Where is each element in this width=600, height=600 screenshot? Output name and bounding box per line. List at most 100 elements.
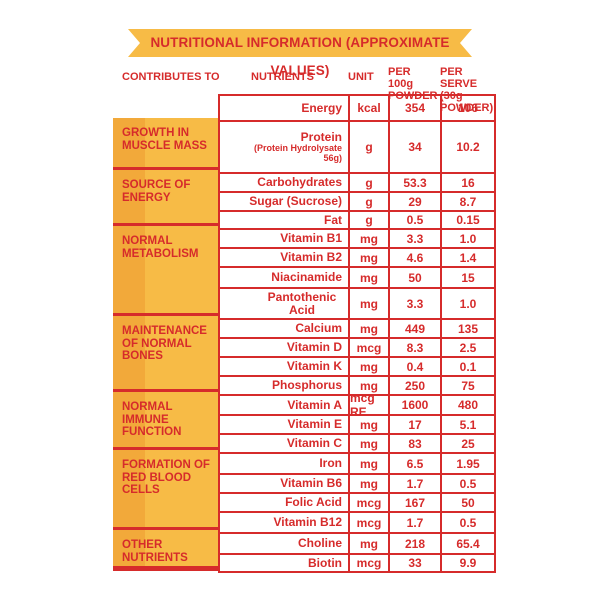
per100-cell: 167 xyxy=(404,495,426,510)
nutrient-label: Vitamin D xyxy=(286,340,342,355)
perserve-cell: 1.0 xyxy=(459,296,477,311)
per100-cell: 1.7 xyxy=(406,476,424,491)
category-shade xyxy=(113,392,145,447)
perserve-cell: 10.2 xyxy=(456,140,480,154)
nutrient-label: Pantothenic Acid xyxy=(267,290,337,317)
nutrient-name: Niacinamide xyxy=(220,268,348,287)
row-divider xyxy=(220,433,494,435)
nutrient-name: Vitamin B1 xyxy=(220,230,348,247)
header-perserve: PER SERVE (30g POWDER) xyxy=(440,66,494,114)
per100-cell: 33 xyxy=(408,556,422,570)
nutrient-label: Fat xyxy=(324,212,342,227)
perserve-cell: 15 xyxy=(461,270,475,285)
category-shade xyxy=(113,226,145,313)
perserve-cell: 0.5 xyxy=(459,515,477,530)
per100-cell: 354 xyxy=(404,101,426,115)
unit-cell: mcg xyxy=(356,340,382,355)
unit-cell: mcg RE xyxy=(350,391,375,419)
nutrient-label: Energy xyxy=(301,100,342,115)
nutrient-name: Choline xyxy=(220,534,348,553)
nutrient-label: Iron xyxy=(319,456,342,471)
perserve-cell: 0.5 xyxy=(459,476,477,491)
nutrient-name: Fat xyxy=(220,212,348,228)
per100-cell: 3.3 xyxy=(406,231,424,246)
row-divider xyxy=(220,120,494,122)
unit-cell: mcg xyxy=(356,495,382,510)
category-shade xyxy=(113,170,145,223)
category-label: NORMAL METABOLISM xyxy=(122,235,199,260)
nutrient-name: Vitamin D xyxy=(220,339,348,356)
category-block: GROWTH IN MUSCLE MASS xyxy=(113,118,218,172)
category-underline xyxy=(113,389,218,394)
nutrient-label: Niacinamide xyxy=(271,270,342,285)
per100-cell: 1.7 xyxy=(406,515,424,530)
unit-cell: mg xyxy=(360,476,378,491)
row-divider xyxy=(220,210,494,212)
nutrient-name: Calcium xyxy=(220,320,348,337)
category-label: FORMATION OF RED BLOOD CELLS xyxy=(122,459,210,496)
category-underline xyxy=(113,527,218,532)
header-unit: UNIT xyxy=(348,71,374,83)
category-label: GROWTH IN MUSCLE MASS xyxy=(122,127,207,152)
perserve-cell: 5.1 xyxy=(459,417,477,432)
nutrient-name: Vitamin K xyxy=(220,358,348,375)
nutrition-table: Energy kcal 354 106 Protein (Protein Hydrolys… xyxy=(218,94,496,573)
category-shade xyxy=(113,118,145,167)
category-block: NORMAL METABOLISM xyxy=(113,226,218,318)
unit-cell: mcg xyxy=(356,556,382,570)
row-divider xyxy=(220,356,494,358)
unit-cell: mg xyxy=(360,321,378,336)
nutrient-name: Vitamin B12 xyxy=(220,513,348,532)
perserve-cell: 135 xyxy=(457,321,479,336)
nutrient-name: Carbohydrates xyxy=(220,174,348,191)
unit-cell: g xyxy=(365,194,373,209)
row-divider xyxy=(220,492,494,494)
perserve-cell: 25 xyxy=(461,436,475,451)
column-divider xyxy=(388,96,390,571)
category-label: SOURCE OF ENERGY xyxy=(122,179,191,204)
nutrient-name: Sugar (Sucrose) xyxy=(220,193,348,210)
per100-cell: 218 xyxy=(404,536,426,551)
unit-cell: mg xyxy=(360,417,378,432)
perserve-cell: 50 xyxy=(461,495,475,510)
unit-cell: g xyxy=(365,175,373,190)
nutrient-name: Vitamin B6 xyxy=(220,475,348,492)
unit-cell: mg xyxy=(360,436,378,451)
per100-cell: 250 xyxy=(404,378,426,393)
category-underline xyxy=(113,313,218,318)
column-divider xyxy=(348,96,350,571)
row-divider xyxy=(220,511,494,513)
unit-cell: mg xyxy=(360,296,378,311)
row-divider xyxy=(220,337,494,339)
nutrient-name: Iron xyxy=(220,454,348,473)
nutrient-name: Phosphorus xyxy=(220,377,348,394)
perserve-cell: 1.95 xyxy=(456,456,480,471)
per100-cell: 29 xyxy=(408,194,422,209)
nutrient-label: Vitamin B2 xyxy=(280,250,342,265)
page-title: NUTRITIONAL INFORMATION (APPROXIMATE VAL… xyxy=(150,35,450,78)
row-divider xyxy=(220,318,494,320)
nutrient-name: Vitamin B2 xyxy=(220,249,348,266)
perserve-cell: 0.1 xyxy=(459,359,477,374)
unit-cell: mg xyxy=(360,456,378,471)
nutrient-name: Pantothenic Acid xyxy=(220,289,348,318)
nutrient-sublabel: (Protein Hydrolysate 56g) xyxy=(253,143,342,164)
per100-cell: 449 xyxy=(404,321,426,336)
per100-cell: 0.5 xyxy=(406,213,424,227)
banner-ribbon-shape xyxy=(128,29,472,57)
category-underline xyxy=(113,223,218,228)
nutrient-name: Folic Acid xyxy=(220,494,348,511)
category-underline xyxy=(113,447,218,452)
nutrient-name: Vitamin A xyxy=(220,396,348,414)
header-nutrients: NUTRIENTS xyxy=(251,71,314,83)
unit-cell: mg xyxy=(360,270,378,285)
row-divider xyxy=(220,266,494,268)
nutrient-label: Vitamin E xyxy=(287,417,342,432)
per100-cell: 17 xyxy=(408,417,422,432)
category-shade xyxy=(113,450,145,527)
unit-cell: mcg xyxy=(356,515,382,530)
perserve-cell: 9.9 xyxy=(459,556,477,570)
nutrient-label: Sugar (Sucrose) xyxy=(249,194,342,209)
category-block: MAINTENANCE OF NORMAL BONES xyxy=(113,316,218,394)
per100-cell: 8.3 xyxy=(406,340,424,355)
